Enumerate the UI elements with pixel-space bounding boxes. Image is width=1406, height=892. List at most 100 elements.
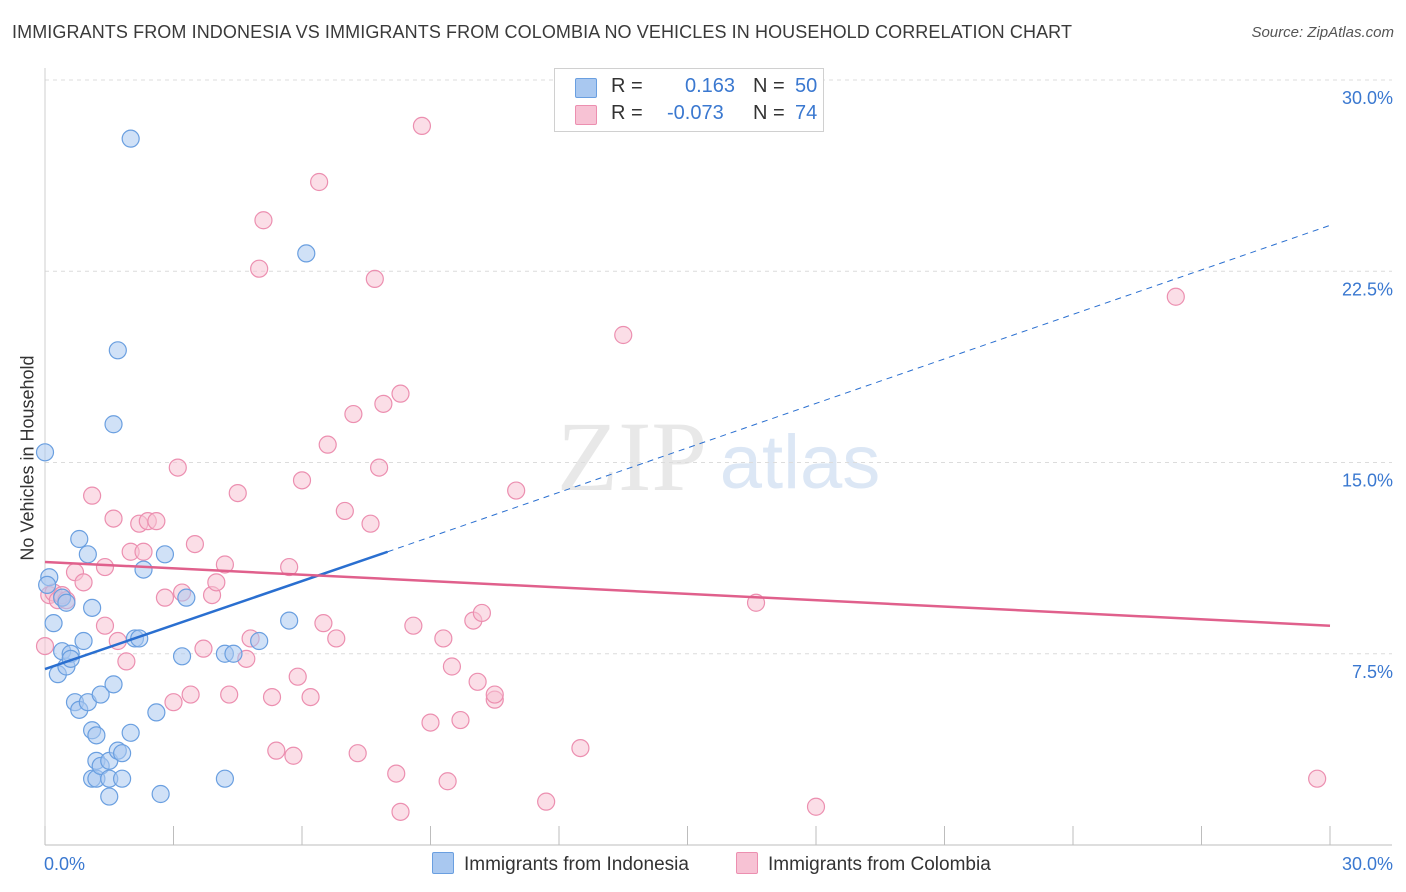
indonesia-point [297, 244, 316, 263]
colombia-point [391, 802, 410, 821]
colombia-point [301, 687, 320, 707]
colombia-point [537, 792, 556, 811]
watermark-zip: ZIP [557, 401, 707, 512]
colombia-point [267, 741, 286, 760]
colombia-point [468, 672, 487, 691]
bottom-legend-colombia: Immigrants from Colombia [736, 852, 991, 876]
colombia-point [404, 616, 423, 635]
indonesia-point [61, 649, 80, 668]
axes [44, 68, 1392, 846]
indonesia-point [91, 685, 110, 704]
chart-title: IMMIGRANTS FROM INDONESIA VS IMMIGRANTS … [12, 22, 1073, 42]
colombia-point [507, 481, 526, 500]
colombia-point [1308, 769, 1327, 788]
legend-n-label: N = [753, 102, 785, 124]
colombia-point [250, 259, 269, 278]
y-tick-label: 22.5% [1342, 279, 1393, 299]
x-tick-label: 30.0% [1342, 854, 1393, 874]
colombia-legend-label: Immigrants from Colombia [768, 854, 991, 875]
colombia-point [327, 629, 346, 648]
y-tick-label: 7.5% [1352, 662, 1393, 682]
colombia-point [194, 639, 213, 658]
colombia-point [438, 772, 457, 791]
legend-n-value-indonesia: 50 [795, 75, 818, 97]
colombia-point [95, 557, 115, 577]
colombia-point [284, 746, 303, 765]
legend-r-value-colombia: -0.073 [667, 102, 724, 124]
indonesia-legend-swatch [432, 852, 454, 874]
colombia-point [262, 687, 282, 707]
colombia-point [104, 509, 123, 528]
indonesia-point [78, 545, 97, 564]
colombia-point [361, 514, 380, 533]
colombia-point [365, 269, 384, 288]
colombia-point [412, 116, 432, 136]
indonesia-point [44, 614, 63, 633]
colombia-point [451, 710, 470, 730]
colombia-point [391, 384, 410, 403]
colombia-trend-line [44, 560, 1331, 627]
y-tick-label: 30.0% [1342, 88, 1393, 108]
indonesia-point [100, 787, 119, 806]
colombia-point [485, 685, 504, 704]
colombia-point [1166, 287, 1185, 306]
indonesia-point [104, 675, 123, 694]
legend-n-label: N = [753, 75, 785, 97]
indonesia-point [87, 726, 106, 745]
indonesia-point [134, 560, 153, 579]
indonesia-point [83, 598, 102, 617]
correlation-legend: R = 0.163 N = 50 R = -0.073 N = 74 [554, 68, 824, 132]
x-tick-label: 0.0% [44, 854, 85, 874]
colombia-point [215, 555, 234, 574]
colombia-point [614, 325, 633, 345]
indonesia-point [112, 744, 132, 763]
indonesia-points [35, 129, 316, 806]
indonesia-point [74, 631, 93, 651]
watermark: ZIP atlas [557, 401, 880, 512]
colombia-point [472, 603, 491, 623]
indonesia-point [108, 341, 127, 360]
tick-labels: 7.5% 15.0% 22.5% 30.0% 0.0% 30.0% [44, 88, 1393, 874]
legend-r-label: R = [611, 75, 643, 97]
indonesia-point [147, 703, 166, 722]
colombia-point [318, 435, 337, 454]
indonesia-legend-label: Immigrants from Indonesia [464, 854, 689, 875]
indonesia-point [172, 647, 192, 666]
colombia-point [387, 764, 406, 783]
indonesia-point [121, 723, 140, 742]
colombia-point [220, 685, 239, 704]
indonesia-point [224, 644, 243, 663]
colombia-point [292, 471, 312, 490]
colombia-point [181, 685, 200, 704]
indonesia-point [38, 575, 57, 595]
colombia-point [806, 797, 826, 816]
indonesia-point [70, 529, 89, 549]
indonesia-point [215, 769, 234, 788]
colombia-point [571, 738, 590, 758]
legend-r-label: R = [611, 102, 643, 124]
colombia-point [83, 486, 102, 505]
colombia-point [344, 404, 363, 424]
colombia-point [185, 534, 205, 554]
legend-n-value-colombia: 74 [795, 102, 818, 124]
bottom-legend-indonesia: Immigrants from Indonesia [432, 852, 689, 876]
colombia-point [155, 588, 175, 607]
colombia-point [254, 211, 273, 230]
colombia-point [310, 172, 329, 192]
colombia-point [442, 657, 462, 676]
colombia-point [280, 557, 299, 577]
colombia-point [207, 573, 226, 592]
indonesia-point [250, 631, 269, 651]
colombia-point [288, 667, 307, 686]
indonesia-point [104, 415, 123, 434]
indonesia-point [35, 443, 55, 462]
colombia-point [95, 616, 115, 635]
colombia-swatch [575, 105, 597, 125]
colombia-point [35, 636, 55, 656]
indonesia-point [177, 588, 196, 607]
colombia-point [348, 744, 367, 763]
colombia-point [147, 512, 166, 531]
y-axis-label: No Vehicles in Household [17, 355, 38, 561]
colombia-point [370, 458, 389, 477]
source-label: Source: ZipAtlas.com [1251, 24, 1394, 41]
